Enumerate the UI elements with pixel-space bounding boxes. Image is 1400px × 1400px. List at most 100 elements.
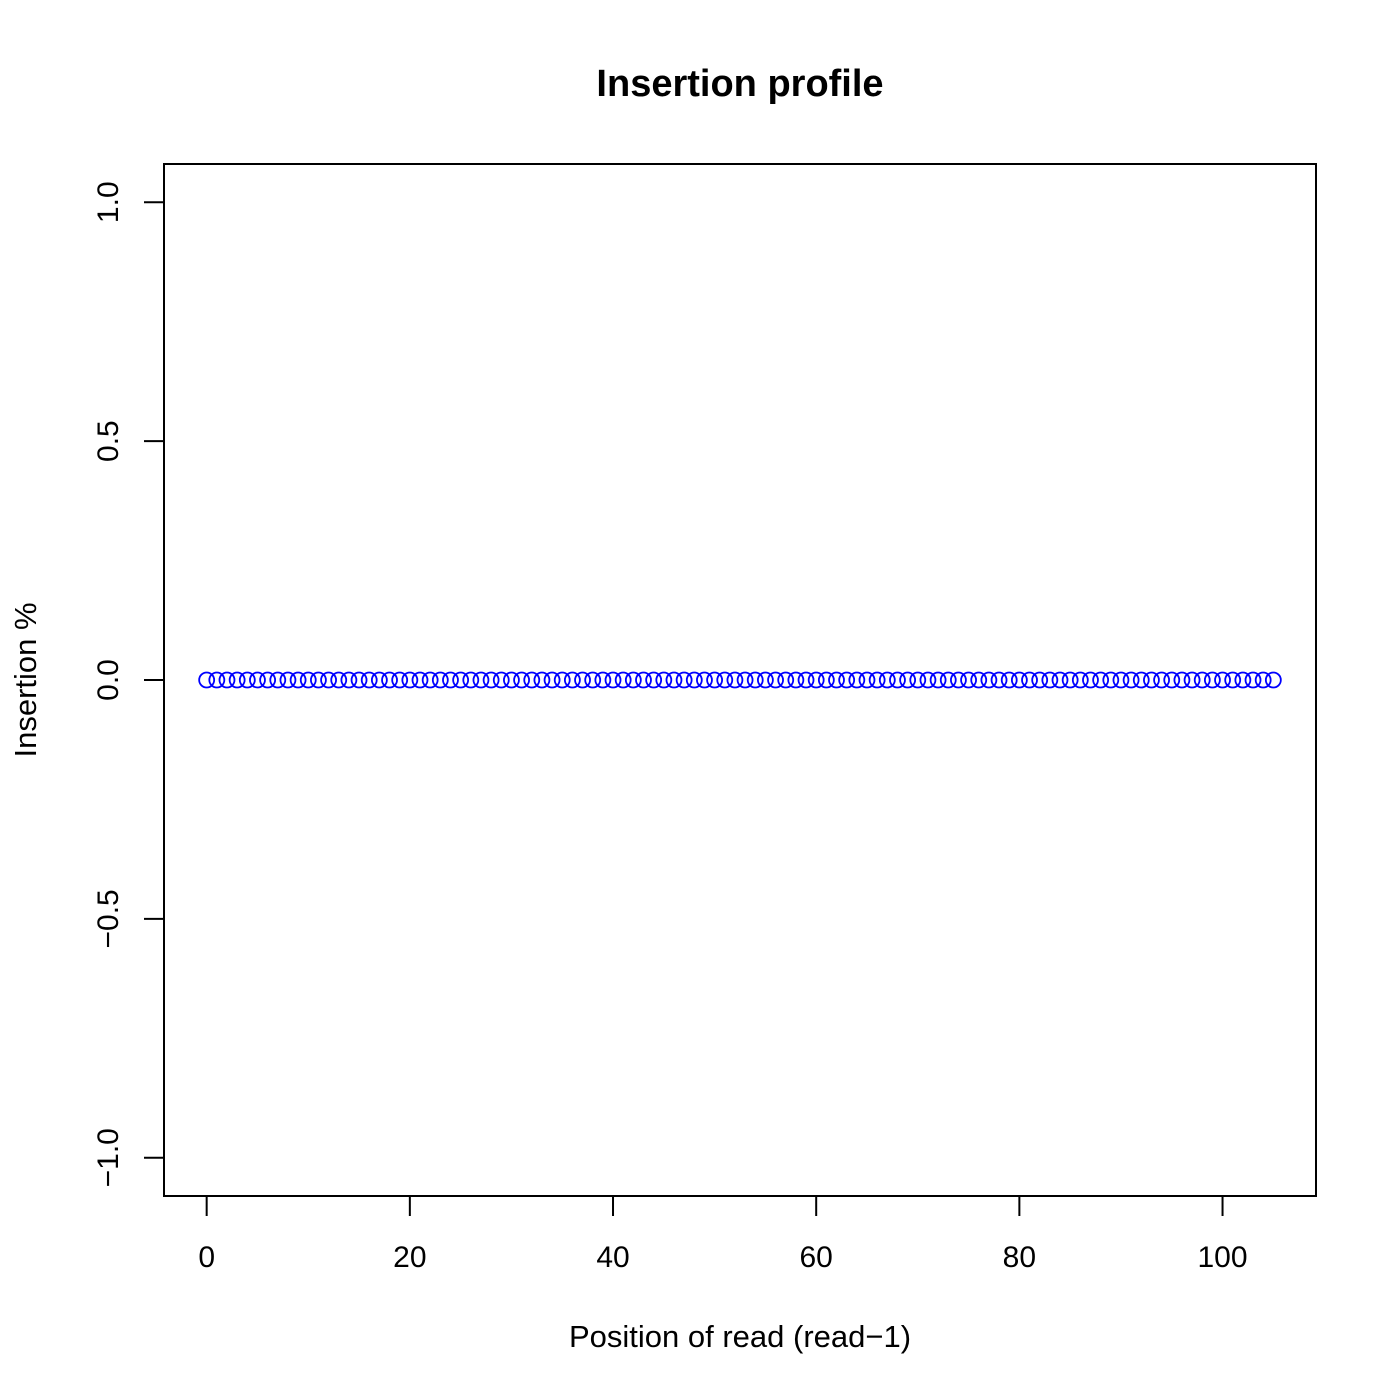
data-point — [238, 671, 256, 689]
data-point — [401, 671, 419, 689]
data-point — [878, 671, 896, 689]
data-point — [736, 671, 754, 689]
data-point — [929, 671, 947, 689]
data-point — [980, 671, 998, 689]
data-point — [472, 671, 490, 689]
data-point — [1031, 671, 1049, 689]
data-point — [543, 671, 561, 689]
data-point — [696, 671, 713, 689]
data-point — [706, 671, 724, 689]
data-point — [960, 671, 977, 689]
data-point — [838, 671, 856, 689]
data-point — [289, 671, 307, 689]
data-point — [584, 671, 602, 689]
x-tick-label: 40 — [596, 1241, 629, 1274]
data-point — [1082, 671, 1099, 689]
data-point — [635, 671, 652, 689]
data-point — [1193, 671, 1211, 689]
x-tick-label: 0 — [198, 1241, 215, 1274]
data-point — [279, 671, 297, 689]
data-point — [442, 671, 459, 689]
data-point — [939, 671, 957, 689]
data-point — [919, 671, 937, 689]
data-point — [828, 671, 845, 689]
data-point — [909, 671, 927, 689]
data-point — [1102, 671, 1120, 689]
data-point — [726, 671, 744, 689]
data-point — [330, 671, 348, 689]
data-point — [513, 671, 530, 689]
data-point — [1183, 671, 1201, 689]
data-point — [1214, 671, 1231, 689]
data-point — [756, 671, 774, 689]
data-point — [340, 671, 358, 689]
data-point — [1071, 671, 1089, 689]
data-point — [1132, 671, 1150, 689]
x-tick-label: 100 — [1198, 1241, 1248, 1274]
data-point — [1010, 671, 1028, 689]
data-point — [553, 671, 571, 689]
y-axis: −1.0 −0.5 0.0 0.5 1.0 — [92, 181, 165, 1187]
data-point — [614, 671, 632, 689]
data-point — [452, 671, 470, 689]
data-point — [604, 671, 622, 689]
data-point — [645, 671, 663, 689]
data-point — [665, 671, 683, 689]
data-point — [269, 671, 287, 689]
x-tick-label: 20 — [393, 1241, 426, 1274]
data-point — [817, 671, 835, 689]
data-point — [716, 671, 734, 689]
data-point — [574, 671, 591, 689]
data-point — [198, 671, 216, 689]
data-points — [198, 671, 1282, 689]
data-point — [1203, 671, 1221, 689]
data-point — [259, 671, 277, 689]
data-point — [350, 671, 368, 689]
data-point — [218, 671, 236, 689]
data-point — [1051, 671, 1069, 689]
data-point — [360, 671, 378, 689]
x-tick-label: 80 — [1003, 1241, 1036, 1274]
data-point — [624, 671, 642, 689]
data-point — [1000, 671, 1018, 689]
data-point — [381, 671, 398, 689]
data-point — [1173, 671, 1191, 689]
data-point — [370, 671, 388, 689]
x-axis-label: Position of read (read−1) — [569, 1319, 911, 1354]
y-axis-label: Insertion % — [8, 602, 43, 757]
data-point — [1112, 671, 1130, 689]
data-point — [462, 671, 480, 689]
data-point — [492, 671, 510, 689]
data-point — [1234, 671, 1252, 689]
data-point — [431, 671, 449, 689]
data-point — [503, 671, 520, 689]
chart-title: Insertion profile — [596, 63, 883, 105]
data-point — [848, 671, 866, 689]
data-point — [249, 671, 266, 689]
data-point — [858, 671, 876, 689]
data-point — [767, 671, 784, 689]
y-tick-label: 0.0 — [92, 659, 125, 701]
data-point — [1143, 671, 1160, 689]
data-point — [746, 671, 764, 689]
data-point — [533, 671, 551, 689]
data-point — [523, 671, 541, 689]
data-point — [208, 671, 226, 689]
data-point — [655, 671, 673, 689]
data-point — [1264, 671, 1282, 689]
data-point — [1224, 671, 1242, 689]
data-point — [1092, 671, 1110, 689]
y-tick-label: 0.5 — [92, 420, 125, 462]
data-point — [411, 671, 429, 689]
data-point — [889, 671, 906, 689]
data-point — [299, 671, 317, 689]
y-tick-label: −0.5 — [92, 889, 125, 948]
data-point — [1153, 671, 1170, 689]
data-point — [594, 671, 612, 689]
data-point — [421, 671, 439, 689]
data-point — [777, 671, 795, 689]
data-point — [1244, 671, 1262, 689]
x-axis: 0 20 40 60 80 100 — [198, 1195, 1248, 1274]
data-point — [1254, 671, 1272, 689]
